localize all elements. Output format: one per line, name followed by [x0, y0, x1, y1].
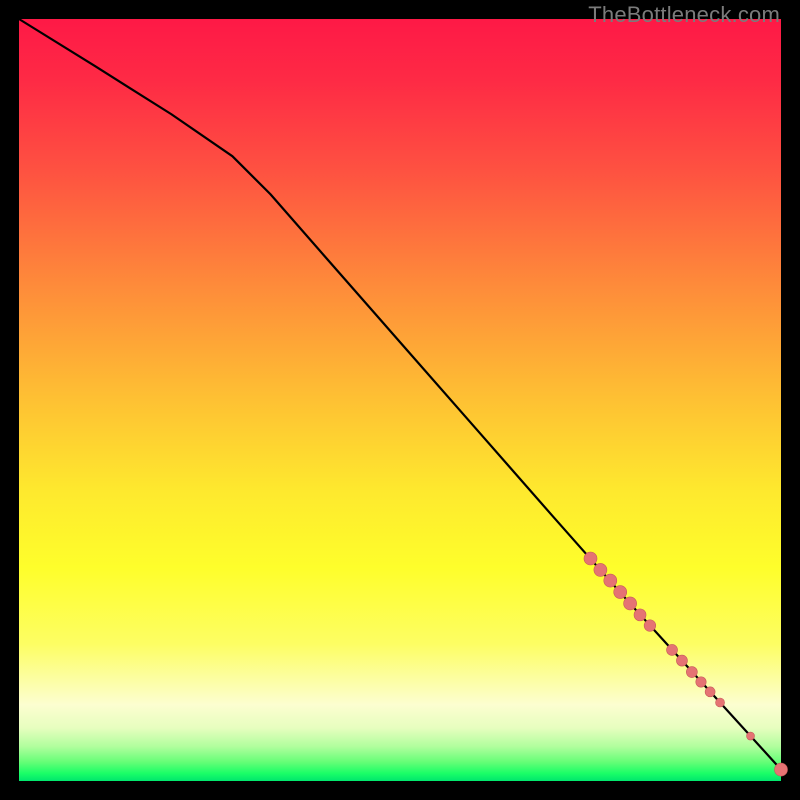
data-point	[594, 563, 607, 576]
data-point	[696, 677, 706, 687]
data-point	[747, 732, 755, 740]
plot-background	[19, 19, 781, 781]
bottleneck-chart	[0, 0, 800, 800]
data-point	[644, 620, 656, 632]
data-point	[624, 597, 637, 610]
data-point	[634, 609, 646, 621]
data-point	[667, 644, 678, 655]
data-point	[716, 698, 725, 707]
data-point	[604, 574, 617, 587]
watermark-text: TheBottleneck.com	[588, 2, 780, 28]
data-point	[584, 552, 597, 565]
data-point	[775, 763, 788, 776]
data-point	[705, 687, 715, 697]
chart-container: { "watermark": { "text": "TheBottleneck.…	[0, 0, 800, 800]
data-point	[676, 655, 687, 666]
data-point	[686, 667, 697, 678]
data-point	[614, 586, 627, 599]
